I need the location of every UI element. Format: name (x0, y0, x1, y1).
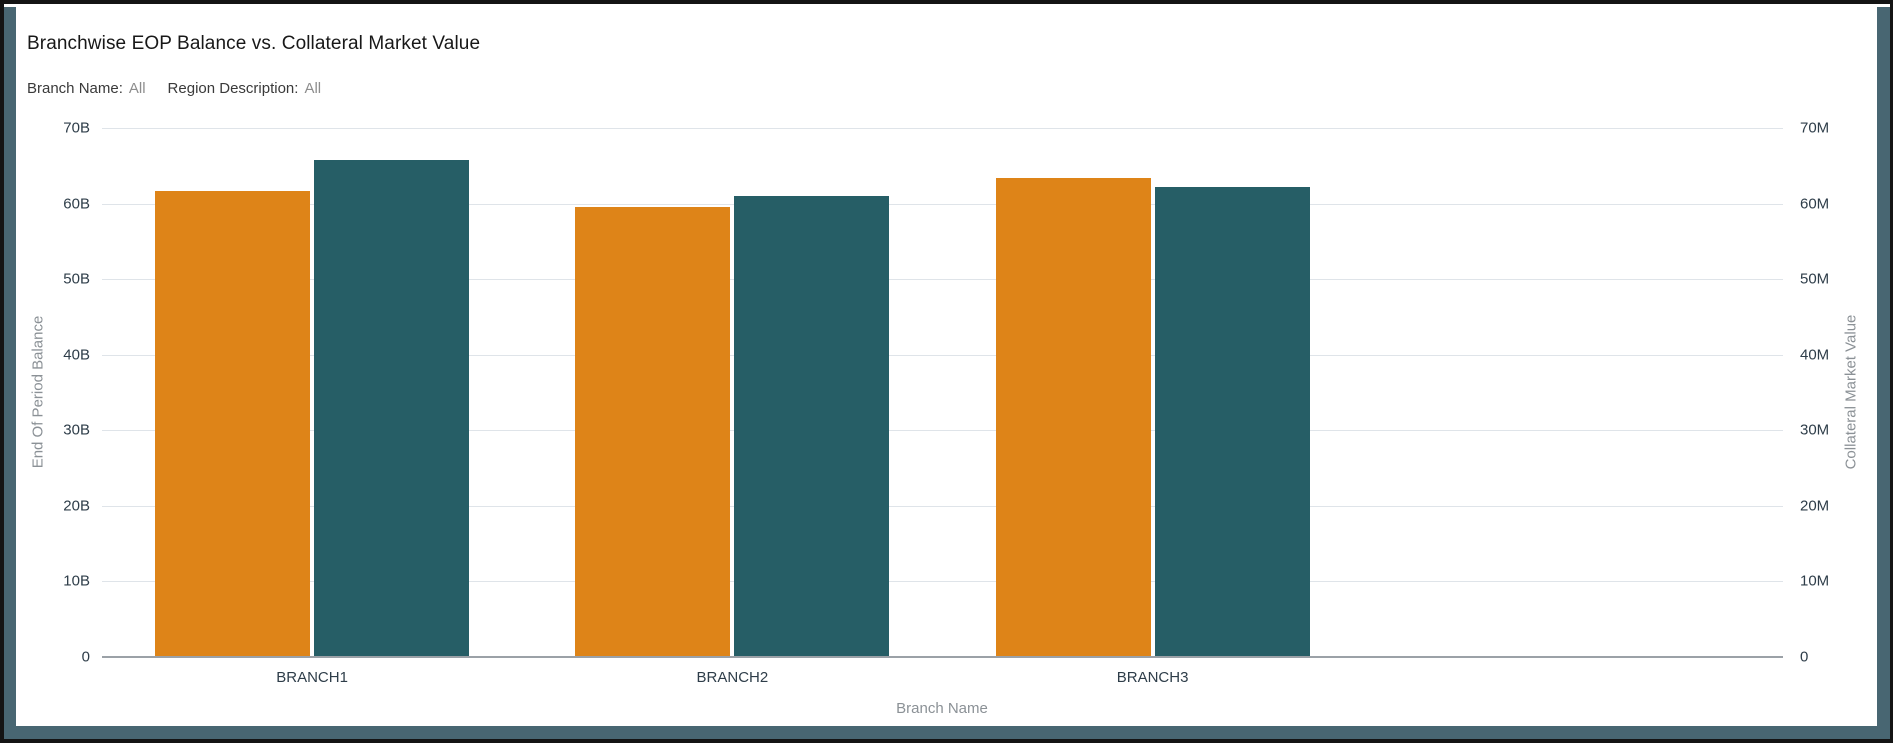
bar-eop-balance-branch2[interactable] (575, 207, 731, 657)
left-tick-40B: 40B (63, 346, 90, 364)
bar-collateral-value-branch2[interactable] (734, 196, 890, 657)
right-tick-40M: 40M (1800, 346, 1830, 364)
right-tick-50M: 50M (1800, 270, 1830, 288)
left-tick-20B: 20B (63, 497, 90, 515)
left-tick-70B: 70B (63, 119, 90, 137)
left-tick-10B: 10B (63, 572, 90, 590)
left-y-axis-title: End Of Period Balance (29, 315, 47, 469)
category-label-branch2: BRANCH2 (696, 669, 769, 686)
filter-region-description-label: Region Description: (167, 80, 299, 97)
category-label-branch3: BRANCH3 (1116, 669, 1189, 686)
window-edge-left (4, 7, 16, 739)
bar-eop-balance-branch1[interactable] (155, 190, 311, 657)
gridline-50B (102, 279, 1783, 281)
x-axis-title: Branch Name (896, 700, 988, 717)
bar-collateral-value-branch3[interactable] (1154, 186, 1310, 657)
right-tick-20M: 20M (1800, 497, 1830, 515)
x-axis-baseline (102, 656, 1783, 658)
window-edge-bottom (4, 726, 1890, 739)
right-tick-60M: 60M (1800, 195, 1830, 213)
right-tick-10M: 10M (1800, 572, 1830, 590)
gridline-30B (102, 430, 1783, 432)
filter-region-description-value: All (304, 80, 322, 97)
gridline-20B (102, 505, 1783, 507)
gridline-10B (102, 581, 1783, 583)
left-tick-0: 0 (81, 648, 90, 666)
right-y-axis-title: Collateral Market Value (1842, 314, 1860, 470)
right-tick-30M: 30M (1800, 421, 1830, 439)
left-tick-30B: 30B (63, 421, 90, 439)
gridline-70B (102, 128, 1783, 129)
bar-collateral-value-branch1[interactable] (314, 159, 470, 657)
chart-title: Branchwise EOP Balance vs. Collateral Ma… (27, 33, 481, 54)
category-label-branch1: BRANCH1 (276, 669, 348, 686)
filter-summary: Branch Name: All Region Description: All (27, 80, 321, 97)
left-tick-50B: 50B (63, 270, 90, 288)
right-tick-70M: 70M (1800, 119, 1830, 137)
left-tick-60B: 60B (63, 195, 90, 213)
gridline-40B (102, 354, 1783, 356)
bar-eop-balance-branch3[interactable] (995, 177, 1151, 657)
filter-branch-name-label: Branch Name: (27, 80, 123, 97)
filter-branch-name-value: All (128, 80, 146, 97)
right-tick-0: 0 (1800, 648, 1809, 666)
gridline-60B (102, 203, 1783, 205)
window-edge-right (1877, 7, 1890, 739)
